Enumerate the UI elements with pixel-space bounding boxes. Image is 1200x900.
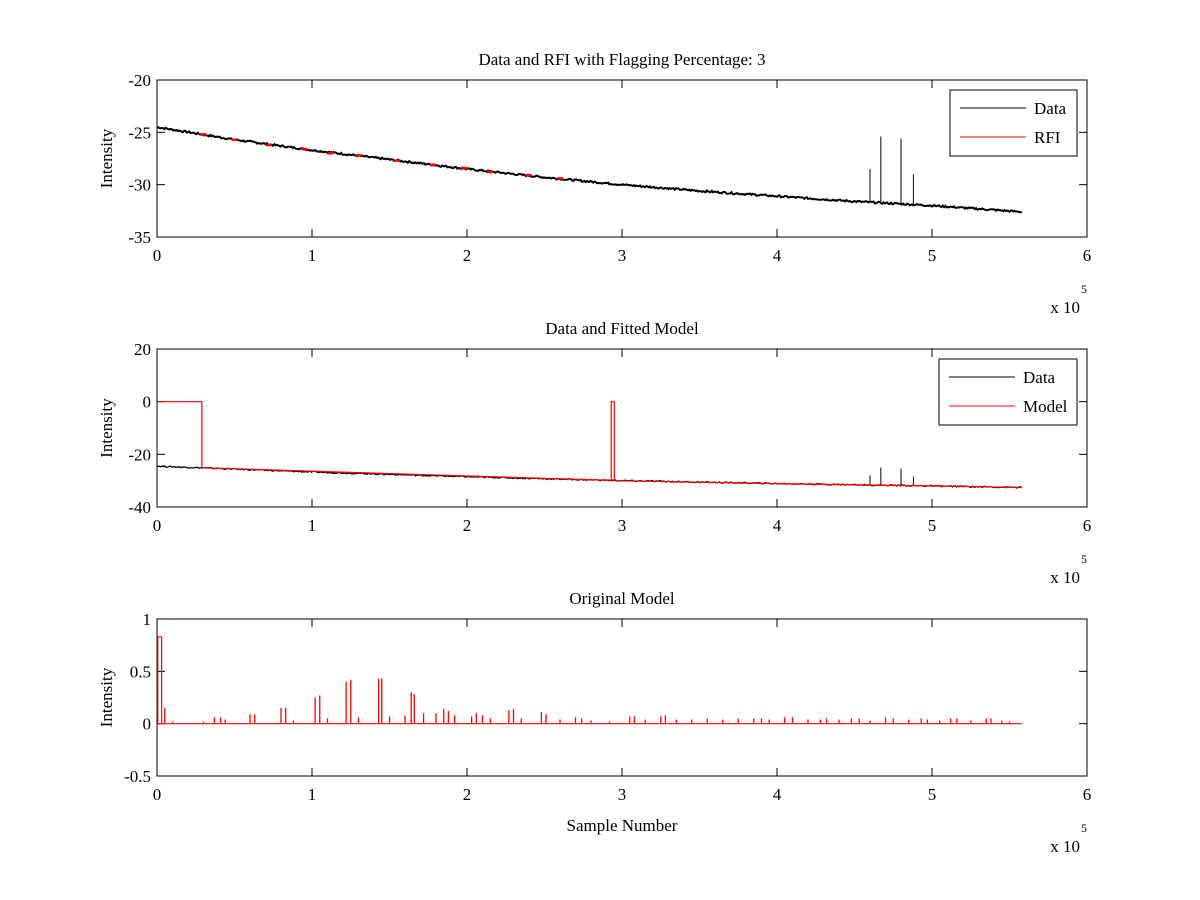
x-exponent-power: 5 [1081, 552, 1087, 566]
x-tick-label: 6 [1083, 246, 1092, 265]
x-exponent-power: 5 [1081, 821, 1087, 835]
axes-box [156, 618, 1088, 777]
x-tick-label: 0 [153, 516, 162, 535]
y-tick-label: -20 [128, 445, 151, 464]
x-tick-label: 3 [618, 246, 627, 265]
plot-area [157, 126, 1023, 214]
subplot-2: Data and Fitted Model 0 1 2 3 4 5 6 20 0 -20 -40 Int… [97, 319, 1091, 587]
x-tick-label: 5 [928, 785, 937, 804]
axes-box [156, 79, 1088, 238]
y-tick-label: 20 [134, 340, 151, 359]
x-tick-label: 1 [308, 516, 317, 535]
legend: Data RFI [949, 89, 1078, 157]
legend: Data Model [938, 358, 1078, 426]
legend-label-model: Model [1023, 397, 1068, 416]
y-tick-label: 0 [143, 715, 152, 734]
x-tick-label: 6 [1083, 785, 1092, 804]
x-tick-label: 5 [928, 246, 937, 265]
x-tick-label: 3 [618, 516, 627, 535]
legend-label-data: Data [1023, 368, 1056, 387]
x-exponent-label: x 10 [1050, 837, 1080, 856]
x-tick-label: 3 [618, 785, 627, 804]
x-axis-label: Sample Number [567, 816, 678, 835]
x-exponent-label: x 10 [1050, 298, 1080, 317]
x-tick-label: 4 [773, 785, 782, 804]
chart-title: Original Model [569, 589, 675, 608]
y-tick-label: -35 [128, 228, 151, 247]
x-tick-label: 2 [463, 785, 472, 804]
plot-area [157, 398, 1022, 489]
x-tick-label: 1 [308, 246, 317, 265]
x-exponent-power: 5 [1081, 282, 1087, 296]
x-tick-label: 4 [773, 246, 782, 265]
x-tick-label: 2 [463, 516, 472, 535]
y-tick-label: -20 [128, 71, 151, 90]
x-tick-label: 2 [463, 246, 472, 265]
x-exponent-label: x 10 [1050, 568, 1080, 587]
plot-area [157, 636, 1022, 725]
legend-box [949, 89, 1078, 157]
x-tick-label: 0 [153, 246, 162, 265]
y-tick-label: 1 [143, 610, 152, 629]
x-tick-label: 4 [773, 516, 782, 535]
y-axis-label: Intensity [97, 398, 116, 458]
chart-title: Data and Fitted Model [545, 319, 699, 338]
series-line-data [157, 126, 1023, 214]
x-tick-label: 5 [928, 516, 937, 535]
legend-label-rfi: RFI [1034, 128, 1061, 147]
y-tick-label: -40 [128, 498, 151, 517]
legend-box [938, 358, 1078, 426]
y-tick-label: -25 [128, 123, 151, 142]
y-tick-label: -30 [128, 176, 151, 195]
y-axis-label: Intensity [97, 667, 116, 727]
x-tick-label: 0 [153, 785, 162, 804]
subplot-1: Data and RFI with Flagging Percentage: 3… [97, 50, 1091, 317]
series-line-model [157, 398, 1022, 489]
y-tick-label: -0.5 [124, 767, 151, 786]
y-tick-label: 0 [143, 393, 152, 412]
model-step [157, 636, 163, 724]
x-tick-label: 1 [308, 785, 317, 804]
y-tick-label: 0.5 [130, 662, 151, 681]
legend-label-data: Data [1034, 99, 1067, 118]
x-tick-label: 6 [1083, 516, 1092, 535]
y-axis-label: Intensity [97, 128, 116, 188]
chart-title: Data and RFI with Flagging Percentage: 3 [478, 50, 765, 69]
